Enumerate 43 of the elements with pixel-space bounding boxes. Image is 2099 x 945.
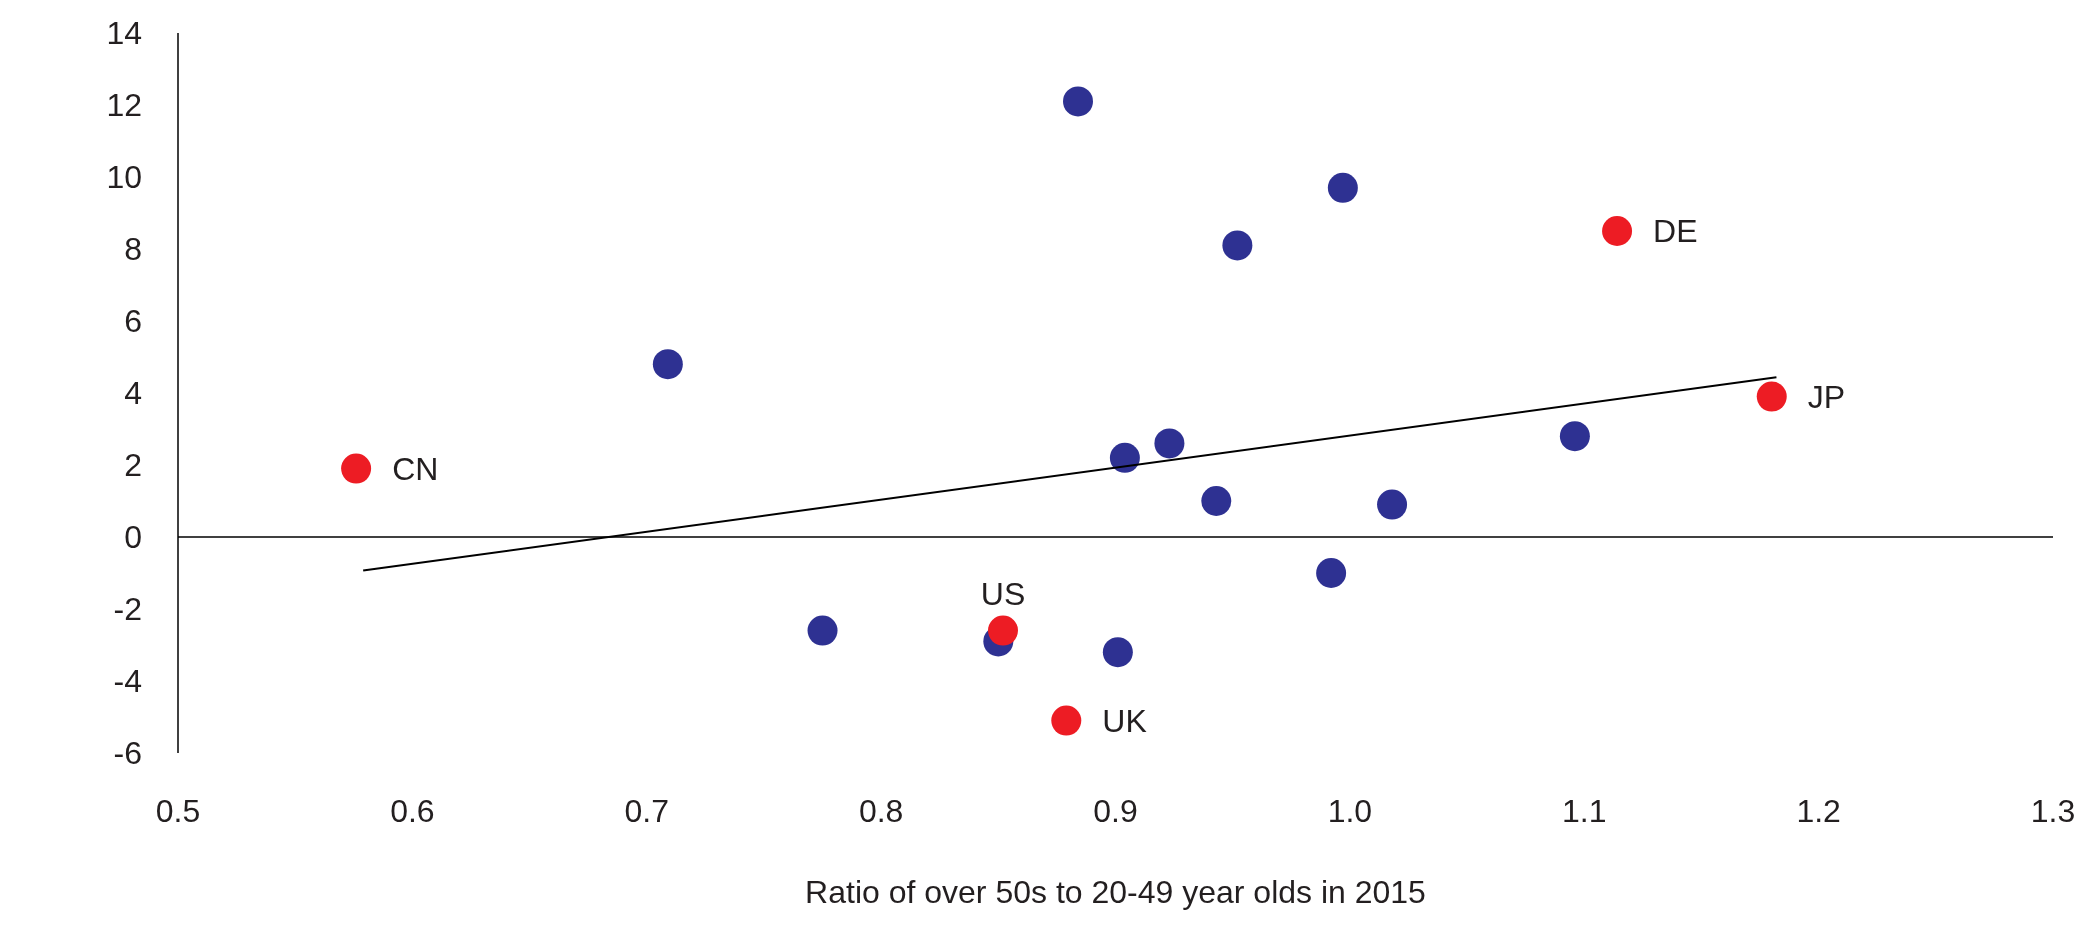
x-tick-label: 0.7	[624, 792, 669, 829]
x-tick-label: 1.3	[2030, 792, 2076, 829]
y-tick-label: 0	[124, 519, 142, 556]
x-tick-label: 0.5	[155, 792, 201, 829]
point	[1051, 705, 1082, 736]
x-tick-label: 0.9	[1093, 792, 1138, 829]
y-tick-label: 10	[106, 159, 142, 196]
point	[1154, 428, 1185, 459]
y-tick-label: 4	[124, 375, 142, 412]
point	[1327, 172, 1358, 203]
y-tick-label: 2	[124, 447, 142, 484]
x-tick-label: 0.8	[858, 792, 904, 829]
x-axis-title: Ratio of over 50s to 20-49 year olds in 2015	[805, 874, 1426, 910]
point	[1559, 421, 1590, 452]
point	[1602, 216, 1633, 246]
y-tick-label: 12	[106, 87, 142, 124]
point	[1222, 230, 1253, 261]
y-tick-label: 6	[124, 303, 142, 340]
point	[988, 615, 1018, 646]
y-tick-label: 8	[124, 231, 142, 268]
y-tick-label: -4	[113, 663, 142, 700]
y-tick-label: -2	[113, 591, 142, 628]
annotation: DE	[1653, 213, 1698, 250]
point	[652, 349, 683, 380]
point	[1377, 489, 1408, 520]
point	[1063, 86, 1093, 117]
y-tick-label: 14	[106, 15, 142, 52]
x-tick-label: 1.2	[1796, 792, 1841, 829]
y-tick-label: -6	[113, 735, 142, 772]
x-tick-label: 0.6	[390, 792, 435, 829]
annotation: CN	[392, 450, 439, 487]
annotation: US	[980, 575, 1026, 612]
point	[1201, 486, 1232, 516]
point	[1102, 637, 1133, 668]
point	[1316, 558, 1347, 588]
point	[1109, 442, 1140, 473]
x-tick-label: 1.0	[1327, 792, 1373, 829]
x-tick-label: 1.1	[1562, 792, 1607, 829]
annotation: UK	[1102, 702, 1147, 739]
point	[807, 615, 838, 646]
point	[1756, 381, 1787, 412]
annotation: JP	[1807, 378, 1846, 415]
point	[341, 453, 372, 484]
